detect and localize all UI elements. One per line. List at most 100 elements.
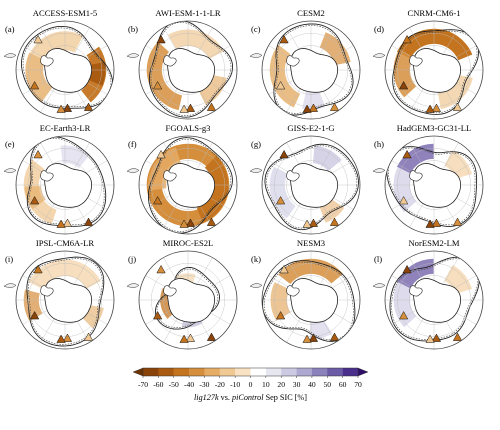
sic-anomaly-shading: [444, 265, 473, 294]
proxy-record-marker: [56, 104, 66, 113]
colorbar-segment: [250, 368, 267, 376]
panel-title: HadGEM3-GC31-LL: [397, 123, 471, 133]
colorbar-tick-label: -50: [169, 380, 179, 389]
proxy-record-marker: [152, 80, 163, 90]
proxy-record-marker: [279, 149, 289, 159]
proxy-record-marker: [308, 333, 319, 342]
sic-anomaly-shading: [168, 29, 224, 59]
colorbar-title-part: vs.: [219, 393, 232, 402]
map-panel-access-esm1-5: ACCESS-ESM1-5 (a): [3, 8, 115, 120]
panel-title: GISS-E2-1-G: [287, 123, 334, 133]
panel-letter: (h): [374, 139, 384, 149]
sic-anomaly-shading: [437, 74, 473, 110]
panel-title: ACCESS-ESM1-5: [33, 8, 97, 18]
peninsula-outline: [40, 170, 54, 182]
proxy-record-marker: [308, 103, 319, 112]
colorbar-segment: [158, 368, 174, 376]
colorbar: -70 -60 -50 -40 -30 -20 -10 0 10 20 30 40 50 60 70 lig1…: [132, 367, 369, 402]
peninsula-outline: [286, 55, 300, 67]
colorbar-segment: [311, 368, 328, 376]
colorbar-extend-low: [132, 367, 144, 377]
sic-anomaly-shading: [309, 318, 333, 340]
proxy-record-marker: [302, 334, 312, 343]
colorbar-title-part: Sep SIC [%]: [264, 393, 308, 402]
proxy-record-marker: [431, 218, 442, 227]
proxy-record-marker: [206, 217, 217, 226]
panel-letter: (c): [251, 24, 261, 34]
proxy-record-marker: [452, 332, 463, 341]
colorbar-segment: [296, 368, 313, 376]
colorbar-tick-label: -60: [153, 380, 163, 389]
colorbar-segment: [342, 368, 359, 376]
colorbar-segment: [189, 368, 205, 376]
peninsula-outline: [286, 170, 300, 182]
proxy-record-marker: [279, 264, 289, 274]
proxy-record-marker: [275, 310, 286, 320]
map-panel-miroc-es2l: MIROC-ES2L (j): [126, 238, 238, 350]
panel-title: CNRM-CM6-1: [407, 8, 460, 18]
colorbar-extend-high: [357, 367, 369, 377]
antarctica-coastline: [44, 278, 92, 323]
colorbar-segment: [281, 368, 297, 376]
sic-anomaly-shading: [25, 52, 53, 103]
sic-anomaly-shading: [30, 31, 84, 62]
colorbar-tick-label: 50: [323, 380, 331, 389]
panel-letter: (a): [5, 24, 15, 34]
south-america-outline: [372, 53, 386, 58]
proxy-record-marker: [425, 104, 435, 113]
proxy-record-marker: [156, 264, 166, 274]
proxy-record-marker: [56, 219, 66, 228]
proxy-record-marker: [275, 80, 286, 90]
map-border: [15, 135, 115, 235]
panel-title: IPSL-CM6A-LR: [36, 238, 95, 248]
proxy-record-marker: [152, 310, 163, 320]
sic-anomaly-shading: [302, 90, 326, 110]
sic-anomaly-shading: [60, 145, 91, 169]
peninsula-outline: [409, 55, 423, 67]
peninsula-outline: [163, 285, 177, 297]
sic-anomaly-shading: [444, 150, 473, 179]
map-panel-cesm2: CESM2 (c): [249, 8, 361, 120]
sic-anomaly-shading: [148, 147, 182, 191]
panel-letter: (k): [251, 254, 261, 264]
peninsula-outline: [409, 285, 423, 297]
proxy-record-marker: [402, 149, 412, 159]
sic-anomaly-shading: [312, 145, 342, 172]
peninsula-outline: [409, 170, 423, 182]
map-border: [384, 20, 484, 120]
proxy-record-marker: [156, 34, 166, 44]
colorbar-tick-label: -20: [215, 380, 225, 389]
antarctica-coastline: [44, 163, 92, 208]
colorbar-segment: [173, 368, 190, 376]
peninsula-outline: [286, 285, 300, 297]
colorbar-title-part: piControl: [231, 393, 264, 402]
proxy-record-marker: [29, 80, 40, 90]
panel-letter: (g): [251, 139, 261, 149]
colorbar-segment: [235, 368, 251, 376]
proxy-record-marker: [179, 334, 189, 343]
proxy-record-marker: [185, 218, 196, 227]
proxy-record-marker: [56, 334, 66, 343]
sic-anomaly-shading: [269, 166, 296, 219]
proxy-record-marker: [452, 102, 463, 111]
colorbar-tick-label: 70: [354, 380, 362, 389]
proxy-record-marker: [83, 217, 94, 226]
south-america-outline: [249, 168, 263, 173]
proxy-record-marker: [62, 103, 73, 112]
proxy-record-marker: [185, 103, 196, 112]
map-border: [138, 20, 238, 120]
sic-anomaly-shading: [396, 143, 434, 174]
antarctica-coastline: [290, 278, 338, 323]
proxy-record-marker: [62, 218, 73, 227]
panel-title: NESM3: [297, 238, 325, 248]
proxy-record-marker: [29, 310, 40, 320]
colorbar-segment: [327, 368, 343, 376]
colorbar-tick-label: -10: [230, 380, 240, 389]
proxy-record-marker: [83, 332, 94, 341]
antarctica-coastline: [290, 163, 338, 208]
south-america-outline: [372, 283, 386, 288]
panel-title: AWI-ESM-1-1-LR: [155, 8, 220, 18]
proxy-record-marker: [152, 195, 163, 205]
antarctica-coastline: [167, 278, 215, 323]
